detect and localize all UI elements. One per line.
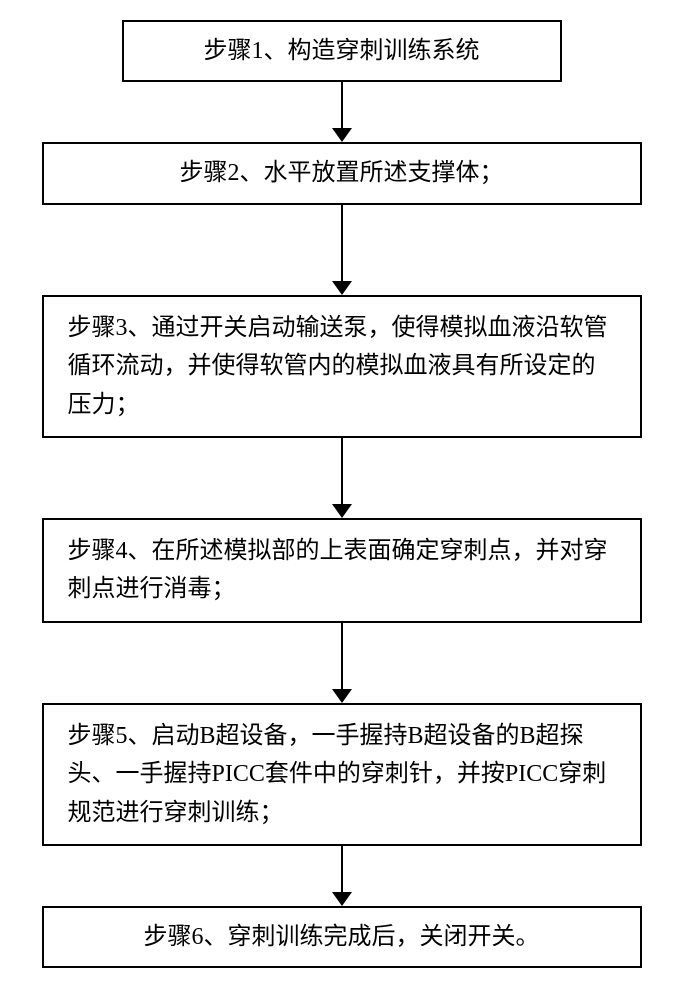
flow-arrow [328, 82, 356, 142]
flow-step-6: 步骤6、穿刺训练完成后，关闭开关。 [42, 906, 642, 968]
flow-arrow [328, 205, 356, 295]
flow-step-1: 步骤1、构造穿刺训练系统 [122, 20, 562, 82]
flow-step-text: 步骤3、通过开关启动输送泵，使得模拟血液沿软管循环流动，并使得软管内的模拟血液具… [68, 309, 616, 424]
flow-arrow [328, 623, 356, 703]
flow-step-4: 步骤4、在所述模拟部的上表面确定穿刺点，并对穿刺点进行消毒； [42, 518, 642, 623]
flow-step-text: 步骤4、在所述模拟部的上表面确定穿刺点，并对穿刺点进行消毒； [68, 532, 616, 609]
flow-arrow [328, 846, 356, 906]
flow-step-5: 步骤5、启动B超设备，一手握持B超设备的B超探头、一手握持PICC套件中的穿刺针… [42, 703, 642, 846]
flowchart-container: 步骤1、构造穿刺训练系统步骤2、水平放置所述支撑体； 步骤3、通过开关启动输送泵，… [30, 20, 653, 968]
flow-step-text: 步骤2、水平放置所述支撑体； [180, 154, 504, 192]
flow-arrow [328, 438, 356, 518]
flow-step-text: 步骤5、启动B超设备，一手握持B超设备的B超探头、一手握持PICC套件中的穿刺针… [68, 717, 616, 832]
flow-step-text: 步骤6、穿刺训练完成后，关闭开关。 [144, 918, 540, 956]
flow-step-2: 步骤2、水平放置所述支撑体； [42, 142, 642, 204]
flow-step-3: 步骤3、通过开关启动输送泵，使得模拟血液沿软管循环流动，并使得软管内的模拟血液具… [42, 295, 642, 438]
flow-step-text: 步骤1、构造穿刺训练系统 [204, 32, 480, 70]
